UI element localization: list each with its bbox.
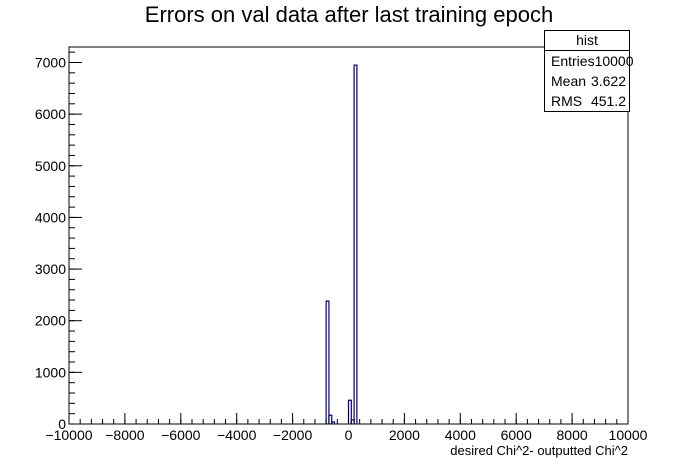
stats-box: hist Entries 10000 Mean 3.622 RMS 451.2: [544, 30, 634, 112]
stats-row-rms: RMS 451.2: [545, 91, 629, 111]
x-tick-label: 0: [345, 427, 353, 443]
x-tick-label: −8000: [105, 427, 145, 443]
stats-mean-label: Mean: [551, 73, 587, 89]
stats-rms-value: 451.2: [590, 93, 626, 109]
x-tick-label: 4000: [445, 427, 476, 443]
y-tick-label: 7000: [35, 54, 66, 70]
y-tick-label: 4000: [35, 209, 66, 225]
y-tick-label: 6000: [35, 106, 66, 122]
y-tick-label: 1000: [35, 364, 66, 380]
stats-entries-label: Entries: [551, 53, 595, 69]
x-tick-label: 10000: [609, 427, 648, 443]
x-tick-label: −6000: [161, 427, 201, 443]
chart-title: Errors on val data after last training e…: [145, 2, 553, 27]
stats-box-title: hist: [545, 31, 629, 51]
stats-row-mean: Mean 3.622: [545, 71, 629, 91]
histogram-bin-5: [353, 64, 358, 424]
y-tick-label: 0: [58, 416, 66, 432]
histogram-bin-2: [331, 421, 336, 424]
histogram-bin-1: [328, 414, 333, 424]
stats-rms-label: RMS: [551, 93, 583, 109]
stats-entries-value: 10000: [594, 53, 634, 69]
x-tick-label: −2000: [273, 427, 313, 443]
x-tick-label: 6000: [501, 427, 532, 443]
x-tick-label: 2000: [389, 427, 420, 443]
stats-row-entries: Entries 10000: [545, 51, 634, 71]
x-tick-label: −10000: [45, 427, 92, 443]
stats-mean-value: 3.622: [590, 73, 626, 89]
x-tick-label: −4000: [217, 427, 257, 443]
y-tick-label: 2000: [35, 313, 66, 329]
x-axis-label: desired Chi^2- outputted Chi^2: [450, 443, 628, 458]
histogram-bin-0: [325, 300, 330, 424]
y-tick-label: 3000: [35, 261, 66, 277]
x-tick-label: 8000: [557, 427, 588, 443]
histogram-bin-3: [347, 399, 352, 424]
y-tick-label: 5000: [35, 158, 66, 174]
